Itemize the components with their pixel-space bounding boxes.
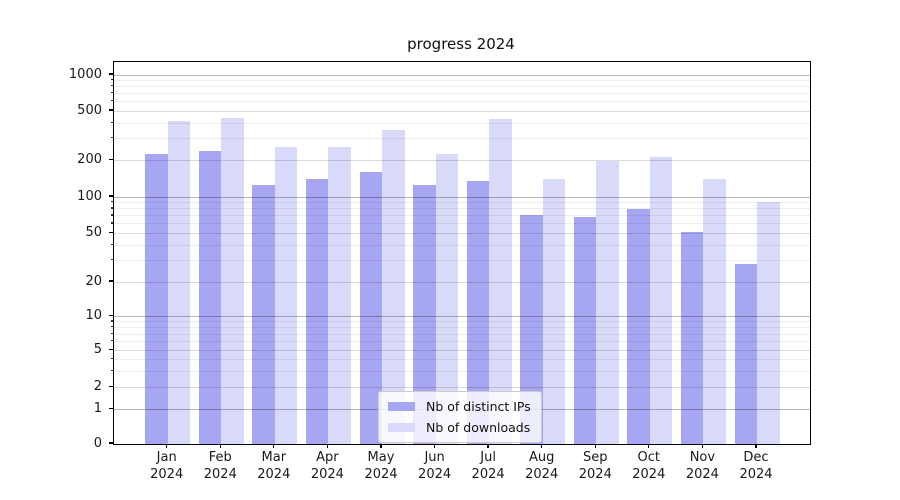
y-minor-tick-mark: [110, 325, 113, 328]
x-tick-label: Nov 2024: [685, 450, 719, 482]
y-tick-label: 0: [93, 435, 102, 451]
y-minor-tick-mark: [110, 340, 113, 342]
bar-downloads: [221, 117, 244, 444]
bars-layer: [114, 62, 810, 444]
bar-distinct-ips: [466, 181, 490, 444]
y-tick-label: 5: [93, 342, 102, 357]
x-tick-label: Jan 2024: [150, 450, 184, 482]
x-tick-label: Feb 2024: [203, 450, 237, 482]
y-minor-tick-mark: [110, 85, 113, 87]
y-minor-tick-mark: [110, 358, 113, 360]
y-tick-label: 200: [77, 152, 102, 167]
legend-entry-distinct-ips: Nb of distinct IPs: [388, 399, 531, 414]
x-tick-label: Sep 2024: [578, 450, 612, 482]
x-tick-mark: [326, 444, 329, 448]
y-tick-mark: [109, 109, 113, 111]
x-tick-mark: [594, 444, 596, 448]
legend-swatch-distinct-ips: [388, 401, 415, 412]
bar-distinct-ips: [680, 231, 704, 444]
bar-downloads: [167, 121, 191, 444]
x-tick-label: Jul 2024: [471, 450, 505, 482]
x-tick-mark: [701, 444, 704, 448]
y-minor-tick-mark: [110, 201, 113, 203]
bar-downloads: [757, 202, 780, 444]
x-tick-mark: [541, 444, 543, 448]
x-tick-label: Dec 2024: [739, 450, 773, 482]
bar-distinct-ips: [252, 185, 275, 444]
x-tick-mark: [648, 444, 650, 448]
y-tick-mark: [109, 348, 113, 351]
y-minor-tick-mark: [110, 332, 113, 334]
y-tick-label: 20: [85, 273, 102, 289]
y-tick-label: 1000: [68, 66, 102, 82]
y-tick-mark: [109, 280, 113, 282]
bar-downloads: [382, 130, 405, 444]
bar-downloads: [596, 160, 619, 444]
y-minor-tick-mark: [110, 243, 113, 246]
x-tick-label: Oct 2024: [632, 450, 666, 482]
x-tick-mark: [166, 444, 168, 448]
y-minor-tick-mark: [110, 121, 113, 123]
y-minor-tick-mark: [110, 369, 113, 371]
x-tick-mark: [487, 444, 489, 448]
y-tick-mark: [109, 231, 113, 234]
chart-title: progress 2024: [407, 35, 515, 53]
x-tick-mark: [433, 444, 436, 448]
legend: Nb of distinct IPs Nb of downloads: [378, 391, 542, 443]
y-tick-mark: [109, 158, 113, 161]
bar-distinct-ips: [305, 178, 329, 444]
y-minor-tick-mark: [110, 79, 113, 81]
y-tick-mark: [109, 73, 113, 75]
x-tick-label: May 2024: [364, 450, 398, 482]
bar-downloads: [542, 178, 566, 444]
bar-distinct-ips: [734, 264, 757, 444]
bar-downloads: [703, 179, 726, 444]
bar-downloads: [435, 153, 459, 444]
legend-label-downloads: Nb of downloads: [426, 420, 531, 435]
y-tick-label: 500: [77, 102, 102, 118]
legend-swatch-downloads: [388, 422, 415, 433]
bar-downloads: [489, 119, 512, 444]
y-tick-label: 10: [85, 308, 102, 323]
y-minor-tick-mark: [110, 320, 113, 322]
y-minor-tick-mark: [110, 100, 113, 102]
y-tick-label: 50: [85, 225, 102, 240]
bar-downloads: [274, 147, 298, 444]
x-tick-mark: [755, 444, 757, 448]
y-minor-tick-mark: [110, 259, 113, 261]
legend-label-distinct-ips: Nb of distinct IPs: [426, 399, 531, 414]
bar-distinct-ips: [520, 215, 543, 444]
plot-area: Nb of distinct IPs Nb of downloads: [113, 61, 811, 445]
bar-distinct-ips: [359, 172, 382, 444]
x-tick-mark: [380, 444, 382, 448]
y-tick-mark: [109, 195, 113, 197]
bar-downloads: [328, 147, 351, 444]
bar-distinct-ips: [413, 184, 436, 444]
bar-downloads: [649, 157, 673, 444]
y-tick-mark: [109, 385, 113, 388]
y-tick-label: 2: [93, 379, 102, 394]
x-tick-label: Mar 2024: [257, 450, 291, 482]
x-tick-label: Apr 2024: [310, 450, 344, 482]
x-tick-label: Aug 2024: [525, 450, 559, 482]
y-tick-mark: [109, 407, 113, 410]
bar-distinct-ips: [573, 217, 597, 444]
x-tick-mark: [273, 444, 275, 448]
y-minor-tick-mark: [110, 92, 113, 94]
x-tick-label: Jun 2024: [418, 450, 452, 482]
y-tick-mark: [109, 314, 113, 317]
bar-distinct-ips: [627, 209, 650, 444]
y-minor-tick-mark: [110, 222, 113, 224]
y-minor-tick-mark: [110, 137, 113, 139]
legend-entry-downloads: Nb of downloads: [388, 420, 531, 435]
y-tick-label: 100: [77, 188, 102, 204]
bar-distinct-ips: [198, 150, 222, 444]
y-minor-tick-mark: [110, 207, 113, 209]
x-tick-mark: [219, 444, 221, 448]
y-tick-label: 1: [93, 401, 102, 416]
bar-distinct-ips: [145, 154, 168, 444]
y-tick-mark: [109, 442, 113, 444]
y-minor-tick-mark: [110, 214, 113, 216]
